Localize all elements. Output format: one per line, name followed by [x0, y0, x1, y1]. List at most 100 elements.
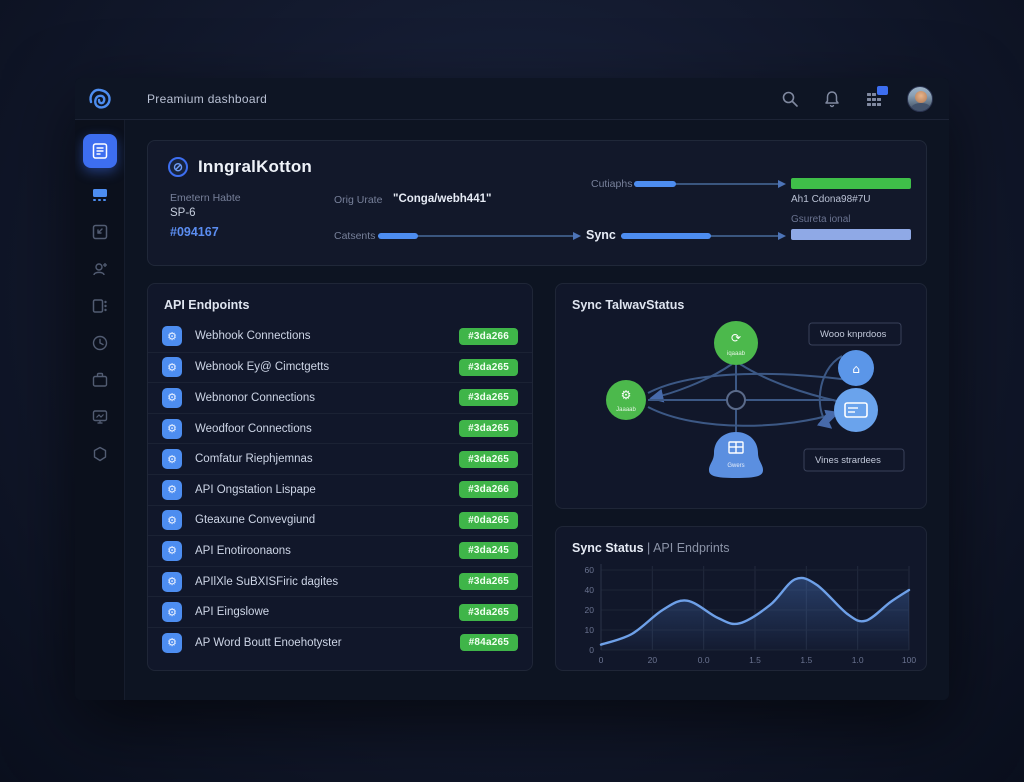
svg-text:⟳: ⟳ [731, 331, 741, 345]
chart-title: Sync Status [572, 541, 644, 555]
sidebar-item-apps[interactable] [83, 289, 117, 323]
svg-text:Gwers: Gwers [727, 463, 744, 469]
endpoint-gear-icon: ⚙ [162, 540, 182, 561]
sidebar-item-media[interactable] [83, 215, 117, 249]
logo-scribble-icon [89, 88, 111, 109]
field2-label: Orig Urate [334, 194, 383, 206]
field3-label: Catsents [334, 230, 376, 242]
api-endpoints-title: API Endpoints [164, 298, 250, 312]
svg-text:20: 20 [648, 655, 658, 665]
target-node-card[interactable] [834, 388, 878, 432]
endpoint-row[interactable]: ⚙ Webnonor Connections #3da265 [148, 382, 532, 413]
integration-status-icon: ⊘ [168, 157, 188, 177]
field1-id[interactable]: #094167 [170, 225, 219, 239]
sidebar-item-reports[interactable] [83, 178, 117, 212]
content-area: ⊘ InngralKotton Emetern Habte SP-6 #0941… [125, 120, 949, 700]
source-node-top[interactable]: ⟳ iqaaab [714, 321, 758, 365]
endpoint-label: API Enotiroonaons [195, 544, 291, 557]
briefcase-icon [92, 372, 107, 387]
svg-text:0: 0 [599, 655, 604, 665]
svg-text:1.5: 1.5 [749, 655, 761, 665]
endpoint-gear-icon: ⚙ [162, 479, 182, 500]
diagram-chip-bottom[interactable]: Vines strardees [803, 448, 905, 472]
svg-text:Jaaaab: Jaaaab [616, 407, 636, 413]
user-add-icon [92, 263, 107, 276]
target-node-home[interactable]: ⌂ [838, 350, 874, 386]
user-avatar[interactable] [907, 85, 933, 112]
endpoint-label: API Ongstation Lispape [195, 483, 316, 496]
endpoint-row[interactable]: ⚙ AP Word Boutt Enoehotyster #84a265 [148, 626, 532, 658]
endpoint-row[interactable]: ⚙ APIlXle SuBXISFiric dagites #3da265 [148, 565, 532, 597]
endpoint-badge: #3da245 [459, 542, 518, 560]
sidebar-item-projects[interactable] [83, 363, 117, 397]
collector-node-bottom[interactable]: Gwers [709, 432, 763, 478]
sidebar-item-contacts[interactable] [83, 252, 117, 286]
svg-text:⌂: ⌂ [852, 362, 860, 376]
sync-flow-diagram: ⟳ iqaaab ⚙ Jaaaab [606, 321, 905, 478]
sidebar-item-dashboard[interactable] [82, 134, 117, 168]
endpoint-badge: #3da265 [459, 603, 518, 621]
endpoint-badge: #3da265 [459, 358, 518, 376]
blue-bar-caption: Gsureta ional [791, 214, 851, 225]
search-icon[interactable] [781, 90, 799, 108]
endpoint-row[interactable]: ⚙ Gteaxune Convevgiund #0da265 [148, 504, 532, 536]
sync-progress-arrow [621, 232, 786, 240]
svg-text:100: 100 [902, 655, 916, 665]
sidebar-item-history[interactable] [83, 326, 117, 360]
svg-text:Wooo knprdoos: Wooo knprdoos [820, 329, 887, 340]
endpoint-badge: #3da265 [459, 389, 518, 407]
svg-text:10: 10 [585, 625, 595, 635]
endpoint-row[interactable]: ⚙ Comfatur Riephjemnas #3da265 [148, 443, 532, 474]
diagram-chip-top[interactable]: Wooo knprdoos [808, 322, 902, 346]
endpoint-badge: #3da265 [459, 420, 518, 438]
svg-text:0.0: 0.0 [698, 655, 710, 665]
endpoint-label: Webnook Ey@ Cimctgetts [195, 361, 330, 374]
svg-text:Vines strardees: Vines strardees [815, 455, 881, 466]
endpoint-row[interactable]: ⚙ Weodfoor Connections #3da265 [148, 412, 532, 444]
endpoint-gear-icon: ⚙ [162, 326, 182, 347]
sync-chart-panel: Sync Status | API Endprints [555, 526, 927, 671]
endpoint-label: Webnonor Connections [195, 391, 315, 404]
notifications-bell-icon[interactable] [823, 90, 841, 108]
endpoint-label: AP Word Boutt Enoehotyster [195, 636, 342, 649]
endpoint-badge: #3da265 [459, 573, 518, 591]
endpoint-gear-icon: ⚙ [162, 449, 182, 470]
app-window: Preamium dashboard [75, 78, 949, 700]
apps-grid-icon[interactable] [865, 85, 888, 108]
sidebar-item-settings[interactable] [83, 437, 117, 471]
endpoint-gear-icon: ⚙ [162, 357, 182, 378]
integration-title: InngralKotton [198, 157, 313, 176]
source-node-left[interactable]: ⚙ Jaaaab [606, 380, 646, 420]
endpoint-row[interactable]: ⚙ API Eingslowe #3da265 [148, 596, 532, 627]
field4-label: Cutiaphs [591, 178, 633, 190]
endpoint-row[interactable]: ⚙ API Enotiroonaons #3da245 [148, 535, 532, 566]
sidebar-item-displays[interactable] [83, 400, 117, 434]
app-logo[interactable] [75, 86, 125, 112]
field2-value: "Conga/webh441" [393, 193, 492, 205]
endpoint-label: Weodfoor Connections [195, 422, 312, 435]
endpoint-row[interactable]: ⚙ API Ongstation Lispape #3da266 [148, 473, 532, 505]
endpoint-badge: #3da266 [459, 481, 518, 499]
endpoint-row[interactable]: ⚙ Webnook Ey@ Cimctgetts #3da265 [148, 351, 532, 383]
integration-header-panel: ⊘ InngralKotton Emetern Habte SP-6 #0941… [147, 140, 927, 266]
clock-icon [92, 335, 107, 351]
endpoint-gear-icon: ⚙ [162, 510, 182, 531]
endpoint-badge: #84a265 [459, 634, 518, 652]
svg-text:iqaaab: iqaaab [727, 351, 746, 357]
api-endpoints-panel: API Endpoints ⚙ Webhook Connections #3da… [147, 283, 533, 671]
endpoint-list: ⚙ Webhook Connections #3da266 ⚙ Webnook … [148, 321, 532, 658]
endpoint-gear-icon: ⚙ [162, 632, 182, 653]
topbar-actions [781, 85, 949, 112]
svg-text:60: 60 [585, 565, 595, 575]
endpoint-label: Comfatur Riephjemnas [195, 453, 313, 466]
endpoint-row[interactable]: ⚙ Webhook Connections #3da266 [148, 321, 532, 352]
topbar: Preamium dashboard [75, 78, 949, 120]
sync-diagram-title: Sync TalwavStatus [572, 298, 685, 312]
sidebar [75, 120, 125, 700]
endpoint-badge: #3da265 [459, 450, 518, 468]
endpoint-gear-icon: ⚙ [162, 602, 182, 623]
hexagon-settings-icon [93, 446, 106, 462]
svg-text:⚙: ⚙ [621, 388, 632, 402]
svg-text:20: 20 [585, 605, 595, 615]
